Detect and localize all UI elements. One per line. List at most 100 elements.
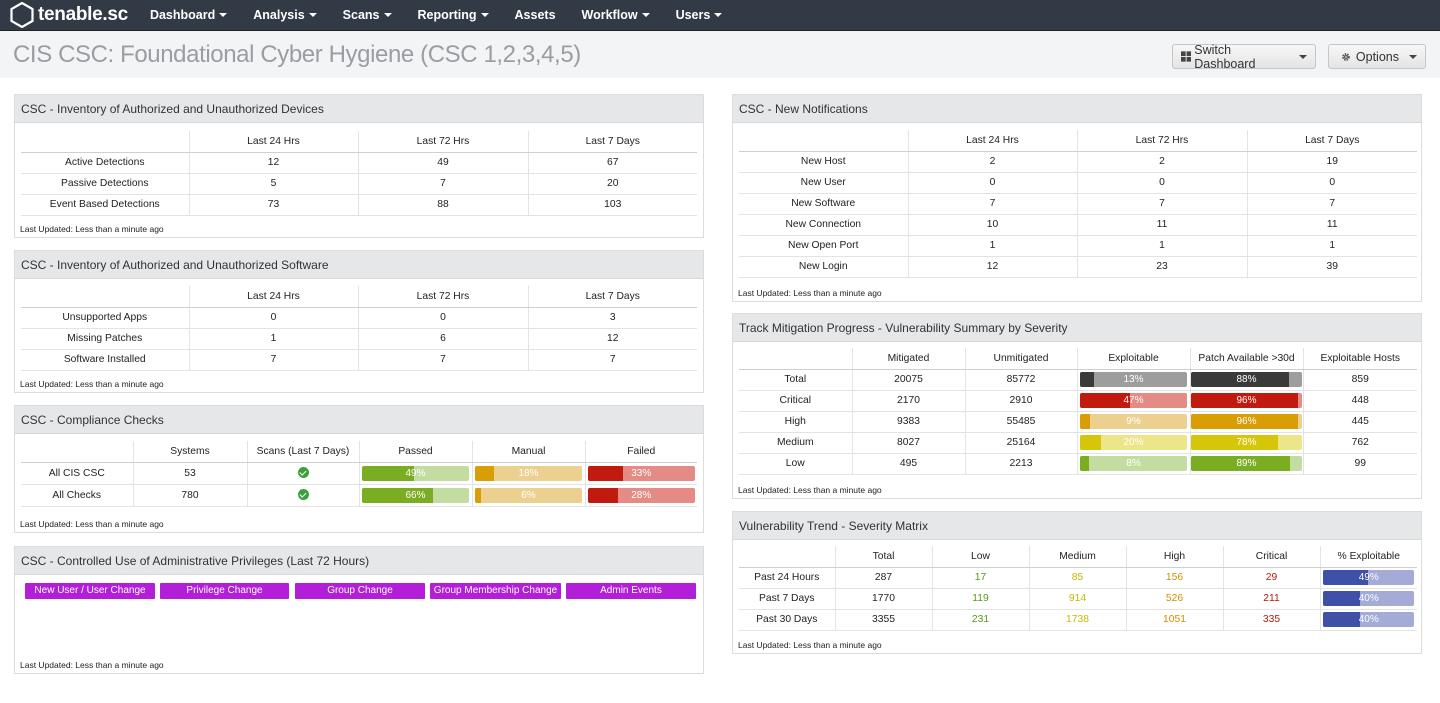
table-row: All CIS CSC 53 49% 18% 33% — [21, 462, 697, 485]
percent-bar[interactable]: 8% — [1080, 456, 1187, 471]
panel-devices: CSC - Inventory of Authorized and Unauth… — [14, 94, 704, 238]
table-cell: Event Based Detections — [21, 194, 189, 216]
nav-assets[interactable]: Assets — [515, 8, 556, 22]
percent-bar[interactable]: 96% — [1191, 414, 1302, 429]
percent-bar-label: 6% — [521, 489, 536, 501]
column-header: Last 72 Hrs — [357, 131, 528, 153]
privilege-change-button[interactable]: Privilege Change — [160, 583, 289, 599]
nav-label: Users — [675, 8, 711, 22]
logo[interactable]: tenable.sc — [10, 2, 128, 28]
column-header: Exploitable Hosts — [1302, 348, 1417, 370]
table-cell: 0 — [188, 307, 358, 329]
table-cell: 914 — [1028, 588, 1126, 610]
panel-mitigation: Track Mitigation Progress - Vulnerabilit… — [732, 313, 1422, 499]
caret-down-icon — [641, 13, 650, 17]
column-header: Mitigated — [851, 348, 965, 370]
caret-down-icon — [219, 13, 228, 17]
table-cell: Past 24 Hours — [739, 567, 835, 589]
table-cell: 287 — [834, 567, 932, 589]
nav-users[interactable]: Users — [676, 8, 723, 22]
nav-workflow[interactable]: Workflow — [582, 8, 650, 22]
table-cell: Software Installed — [21, 349, 189, 371]
percent-bar[interactable]: 20% — [1080, 435, 1187, 450]
nav-label: Scans — [342, 8, 380, 22]
bar-cell: 13% — [1076, 369, 1190, 391]
table-row: Event Based Detections 73 88 103 — [21, 194, 697, 216]
percent-bar-label: 49% — [405, 467, 426, 479]
group-change-button[interactable]: Group Change — [295, 583, 425, 599]
table-cell: Low — [739, 453, 852, 475]
percent-bar-label: 89% — [1236, 458, 1257, 469]
table-cell: 103 — [527, 194, 697, 216]
switch-dashboard-button[interactable]: Switch Dashboard — [1172, 42, 1316, 71]
nav-scans[interactable]: Scans — [343, 8, 392, 22]
percent-bar[interactable]: 6% — [475, 487, 582, 503]
percent-bar[interactable]: 13% — [1080, 372, 1187, 387]
percent-bar-label: 33% — [631, 467, 652, 479]
percent-bar-label: 28% — [631, 489, 652, 501]
percent-bar[interactable]: 49% — [1323, 570, 1415, 585]
table-cell: New User — [739, 172, 908, 194]
panel-software: CSC - Inventory of Authorized and Unauth… — [14, 250, 704, 393]
panel-compliance: CSC - Compliance Checks Systems Scans (La… — [14, 405, 704, 533]
percent-bar[interactable]: 33% — [587, 465, 695, 481]
bar-cell: 89% — [1189, 453, 1303, 475]
table-cell: 7 — [357, 349, 528, 371]
column-header: Manual — [471, 441, 585, 463]
table-cell: 99 — [1302, 453, 1417, 475]
table-cell: 8027 — [851, 432, 965, 454]
top-navbar: tenable.sc Dashboard Analysis Scans Repo… — [0, 0, 1440, 31]
percent-bar-fill — [1323, 591, 1360, 606]
percent-bar[interactable]: 78% — [1191, 435, 1302, 450]
column-header: Failed — [584, 441, 697, 463]
table-row: Medium 8027 25164 20% 78% 762 — [739, 432, 1417, 454]
new-user-change-button[interactable]: New User / User Change — [25, 583, 155, 599]
group-membership-change-button[interactable]: Group Membership Change — [430, 583, 561, 599]
panel-title: CSC - Controlled Use of Administrative P… — [15, 547, 703, 575]
panel-admin-privileges: CSC - Controlled Use of Administrative P… — [14, 546, 704, 674]
percent-bar[interactable]: 28% — [587, 487, 695, 503]
percent-bar[interactable]: 96% — [1191, 393, 1302, 408]
admin-events-button[interactable]: Admin Events — [566, 583, 696, 599]
bar-cell: 9% — [1076, 411, 1190, 433]
percent-bar-label: 40% — [1358, 614, 1379, 625]
percent-bar[interactable]: 49% — [362, 465, 469, 481]
percent-bar-fill — [1080, 414, 1090, 429]
percent-bar[interactable]: 40% — [1323, 591, 1415, 606]
last-updated: Last Updated: Less than a minute ago — [738, 485, 882, 495]
percent-bar[interactable]: 66% — [362, 487, 469, 503]
nav-dashboard[interactable]: Dashboard — [149, 8, 228, 22]
nav-reporting[interactable]: Reporting — [418, 8, 489, 22]
percent-bar[interactable]: 88% — [1191, 372, 1302, 387]
table-cell: 53 — [132, 462, 247, 485]
table-cell: Total — [739, 369, 852, 391]
percent-bar-label: 49% — [1358, 572, 1379, 583]
percent-bar-fill — [1191, 372, 1289, 387]
percent-bar-fill — [587, 487, 618, 503]
percent-bar[interactable]: 40% — [1323, 612, 1415, 627]
caret-down-icon — [1409, 54, 1417, 59]
table-cell: 11 — [1246, 214, 1417, 236]
table-body: New Host 2 2 19 New User 0 0 0 New Software 7 7 7 Ne… — [739, 151, 1417, 278]
nav-analysis[interactable]: Analysis — [253, 8, 317, 22]
percent-bar[interactable]: 47% — [1080, 393, 1187, 408]
column-header: Low — [931, 546, 1029, 568]
options-button[interactable]: Options — [1328, 44, 1426, 69]
percent-bar-fill — [475, 465, 495, 481]
table-cell: 7 — [527, 349, 697, 371]
percent-bar[interactable]: 89% — [1191, 456, 1302, 471]
table-row: New Host 2 2 19 — [739, 151, 1417, 173]
table-cell: 2 — [907, 151, 1077, 173]
percent-bar[interactable]: 18% — [475, 465, 582, 481]
panel-title: CSC - New Notifications — [733, 95, 1421, 123]
table-cell: 335 — [1222, 609, 1320, 631]
percent-bar-fill — [1191, 393, 1298, 408]
switch-dashboard-label: Switch Dashboard — [1194, 42, 1256, 71]
percent-bar[interactable]: 9% — [1080, 414, 1187, 429]
table-row: Low 495 2213 8% 89% 99 — [739, 453, 1417, 475]
column-header: Last 24 Hrs — [188, 286, 358, 308]
table-header: Last 24 Hrs Last 72 Hrs Last 7 Days — [21, 131, 697, 153]
nav-label: Dashboard — [149, 8, 216, 22]
column-header: Systems — [132, 441, 247, 463]
nav-label: Assets — [514, 8, 556, 22]
